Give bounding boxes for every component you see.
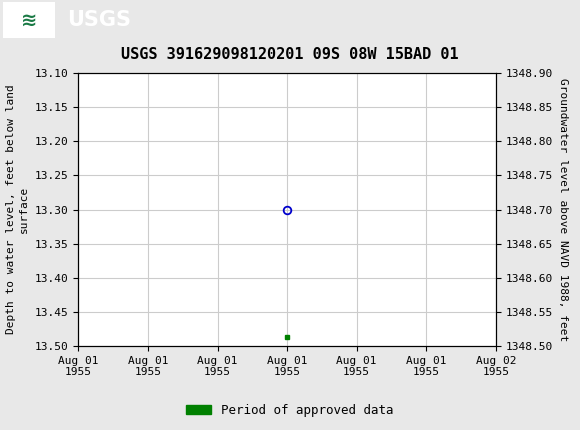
Legend: Period of approved data: Period of approved data — [181, 399, 399, 421]
Y-axis label: Depth to water level, feet below land
surface: Depth to water level, feet below land su… — [6, 85, 29, 335]
Text: ≋: ≋ — [21, 10, 37, 30]
Text: USGS 391629098120201 09S 08W 15BAD 01: USGS 391629098120201 09S 08W 15BAD 01 — [121, 47, 459, 62]
FancyBboxPatch shape — [3, 2, 55, 38]
Y-axis label: Groundwater level above NAVD 1988, feet: Groundwater level above NAVD 1988, feet — [559, 78, 568, 341]
Text: USGS: USGS — [67, 10, 130, 30]
